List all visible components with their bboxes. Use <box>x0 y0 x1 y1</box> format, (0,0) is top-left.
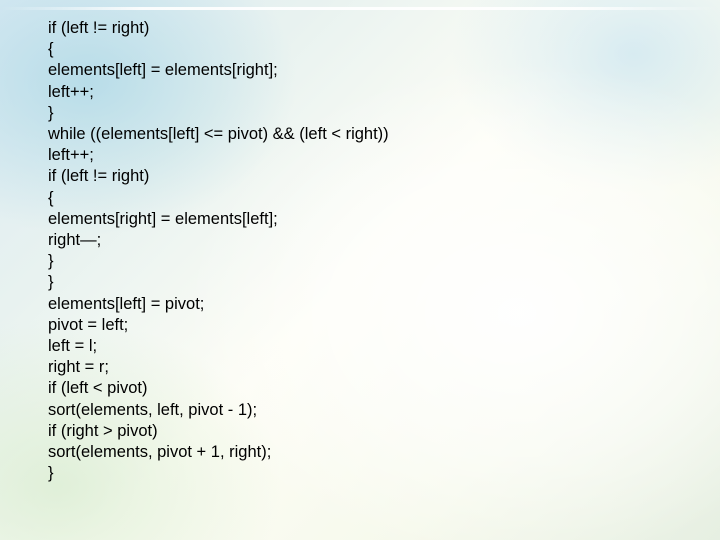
code-block: if (left != right) { elements[left] = el… <box>48 18 680 484</box>
decorative-top-line <box>0 7 720 10</box>
